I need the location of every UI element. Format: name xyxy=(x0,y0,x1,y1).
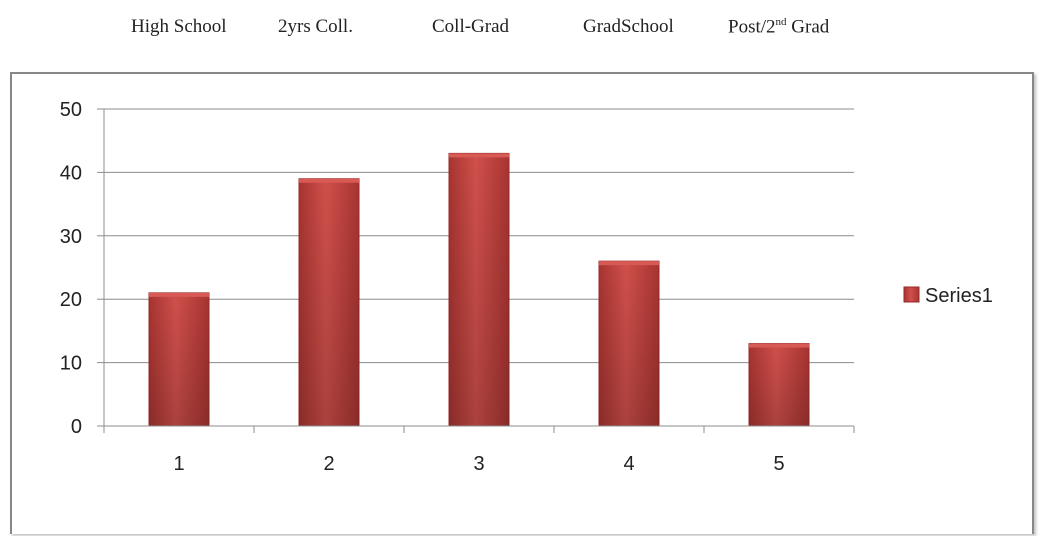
bar-layer xyxy=(148,152,810,427)
bar-group-3 xyxy=(448,152,510,427)
y-tick-label-40: 40 xyxy=(60,162,82,184)
bar-shade-4 xyxy=(599,261,659,426)
legend-swatch xyxy=(903,286,920,303)
category-label-grad-school: GradSchool xyxy=(583,16,674,37)
legend-label: Series1 xyxy=(925,285,993,307)
bar-top-3 xyxy=(449,153,509,158)
bar-shade-2 xyxy=(299,178,359,426)
chart-frame: 0 10 20 30 40 50 1 2 3 4 5 Series1 xyxy=(10,72,1034,534)
category-label-post-second-grad: Post/2nd Grad xyxy=(728,16,829,38)
axis-layer: 0 10 20 30 40 50 1 2 3 4 5 xyxy=(60,99,855,475)
category-label-high-school: High School xyxy=(131,16,227,37)
bar-top-4 xyxy=(599,261,659,266)
y-tick-label-20: 20 xyxy=(60,289,82,311)
category-label-two-year-college: 2yrs Coll. xyxy=(278,16,353,37)
bar-shade-3 xyxy=(449,153,509,426)
y-tick-label-0: 0 xyxy=(71,416,82,438)
bar-group-1 xyxy=(148,292,210,427)
y-tick-label-10: 10 xyxy=(60,353,82,375)
bar-chart: 0 10 20 30 40 50 1 2 3 4 5 Series1 xyxy=(60,99,993,475)
x-tick-label-1: 1 xyxy=(173,453,184,475)
bar-shade-1 xyxy=(149,292,209,426)
x-tick-label-2: 2 xyxy=(323,453,334,475)
bar-top-2 xyxy=(299,178,359,183)
bar-group-2 xyxy=(298,178,360,427)
bar-top-1 xyxy=(149,292,209,297)
bar-shade-5 xyxy=(749,343,809,426)
y-tick-label-50: 50 xyxy=(60,99,82,121)
category-label-college-grad: Coll-Grad xyxy=(432,16,510,37)
category-label-post-suffix: Grad xyxy=(786,16,830,38)
bar-group-5 xyxy=(748,343,810,427)
category-label-post-prefix: Post/2 xyxy=(728,16,776,38)
category-header: High School 2yrs Coll. Coll-Grad GradSch… xyxy=(0,16,1039,44)
x-tick-label-4: 4 xyxy=(623,453,634,475)
legend: Series1 xyxy=(903,285,993,307)
x-tick-label-3: 3 xyxy=(473,453,484,475)
x-tick-label-5: 5 xyxy=(773,453,784,475)
bar-top-5 xyxy=(749,343,809,348)
y-tick-label-30: 30 xyxy=(60,226,82,248)
bar-group-4 xyxy=(598,260,660,427)
category-label-post-sup: nd xyxy=(775,16,787,28)
